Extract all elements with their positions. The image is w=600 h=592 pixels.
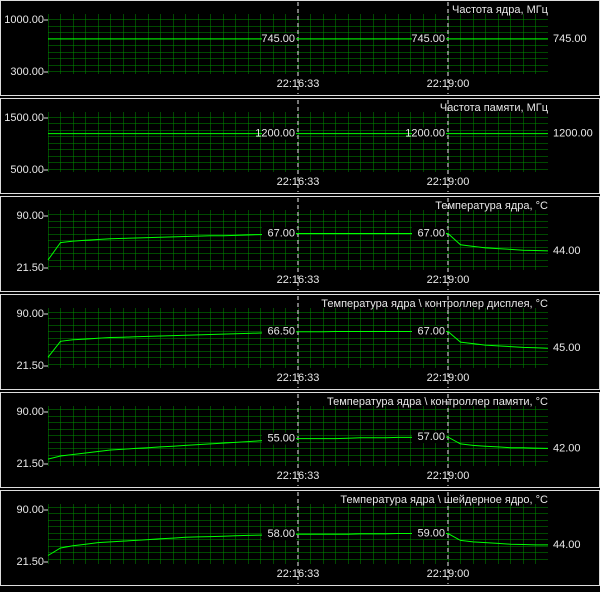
value-label: 67.00 xyxy=(417,227,445,239)
x-tick-label: 22:16:33 xyxy=(277,274,320,286)
x-tick-label: 22:16:33 xyxy=(277,176,320,188)
y-tick-label: 21.50 xyxy=(16,262,44,274)
value-label: 44.00 xyxy=(553,245,581,257)
value-label: 45.00 xyxy=(553,342,581,354)
label-bg xyxy=(412,325,446,338)
y-tick-label: 1500.00 xyxy=(4,112,44,124)
line xyxy=(47,233,549,261)
chart-title: Температура ядра \ контроллер дисплея, °… xyxy=(321,298,548,310)
value-label: 745.00 xyxy=(553,33,587,45)
label-bg xyxy=(262,432,296,445)
y-tick-label: 500.00 xyxy=(10,164,44,176)
label-bg xyxy=(412,227,446,240)
line xyxy=(47,533,548,556)
chart-title: Частота памяти, МГц xyxy=(440,102,549,114)
y-tick-label: 21.50 xyxy=(16,556,44,568)
chart-title: Температура ядра \ контроллер памяти, °C xyxy=(327,396,548,408)
label-bg xyxy=(262,325,296,338)
chart-title: Температура ядра \ шейдерное ядро, °C xyxy=(340,494,548,506)
line xyxy=(47,436,549,460)
x-tick-label: 22:16:33 xyxy=(277,372,320,384)
y-tick-label: 90.00 xyxy=(16,210,44,222)
label-bg xyxy=(412,127,446,140)
y-tick-label: 90.00 xyxy=(16,406,44,418)
value-label: 1200.00 xyxy=(405,128,445,140)
label-bg xyxy=(262,227,296,240)
value-label: 44.00 xyxy=(553,539,581,551)
y-tick-label: 300.00 xyxy=(10,66,44,78)
x-tick-label: 22:16:33 xyxy=(277,78,320,90)
y-tick-label: 21.50 xyxy=(16,360,44,372)
y-tick-label: 1000.00 xyxy=(4,14,44,26)
label-bg xyxy=(262,32,296,45)
label-bg xyxy=(412,527,446,540)
x-tick-label: 22:16:33 xyxy=(277,470,320,482)
chart-title: Температура ядра, °C xyxy=(435,200,548,212)
label-bg xyxy=(412,431,446,444)
value-label: 55.00 xyxy=(267,432,295,444)
value-label: 1200.00 xyxy=(553,128,593,140)
value-label: 745.00 xyxy=(261,33,295,45)
line xyxy=(47,331,549,358)
value-label: 745.00 xyxy=(411,33,445,45)
x-tick-label: 22:16:33 xyxy=(277,568,320,580)
x-tick-label: 22:19:00 xyxy=(427,78,470,90)
x-tick-label: 22:19:00 xyxy=(427,568,470,580)
value-label: 67.00 xyxy=(417,325,445,337)
value-label: 57.00 xyxy=(417,431,445,443)
y-tick-label: 90.00 xyxy=(16,308,44,320)
y-tick-label: 90.00 xyxy=(16,504,44,516)
value-label: 1200.00 xyxy=(255,128,295,140)
value-label: 66.50 xyxy=(267,326,295,338)
x-tick-label: 22:19:00 xyxy=(427,176,470,188)
chart-title: Частота ядра, МГц xyxy=(452,4,549,16)
x-tick-label: 22:19:00 xyxy=(427,372,470,384)
label-bg xyxy=(262,127,296,140)
y-tick-label: 21.50 xyxy=(16,458,44,470)
x-tick-label: 22:19:00 xyxy=(427,470,470,482)
value-label: 42.00 xyxy=(553,442,581,454)
value-label: 67.00 xyxy=(267,227,295,239)
value-label: 58.00 xyxy=(267,528,295,540)
x-tick-label: 22:19:00 xyxy=(427,274,470,286)
value-label: 59.00 xyxy=(417,527,445,539)
label-bg xyxy=(412,32,446,45)
label-bg xyxy=(262,528,296,541)
